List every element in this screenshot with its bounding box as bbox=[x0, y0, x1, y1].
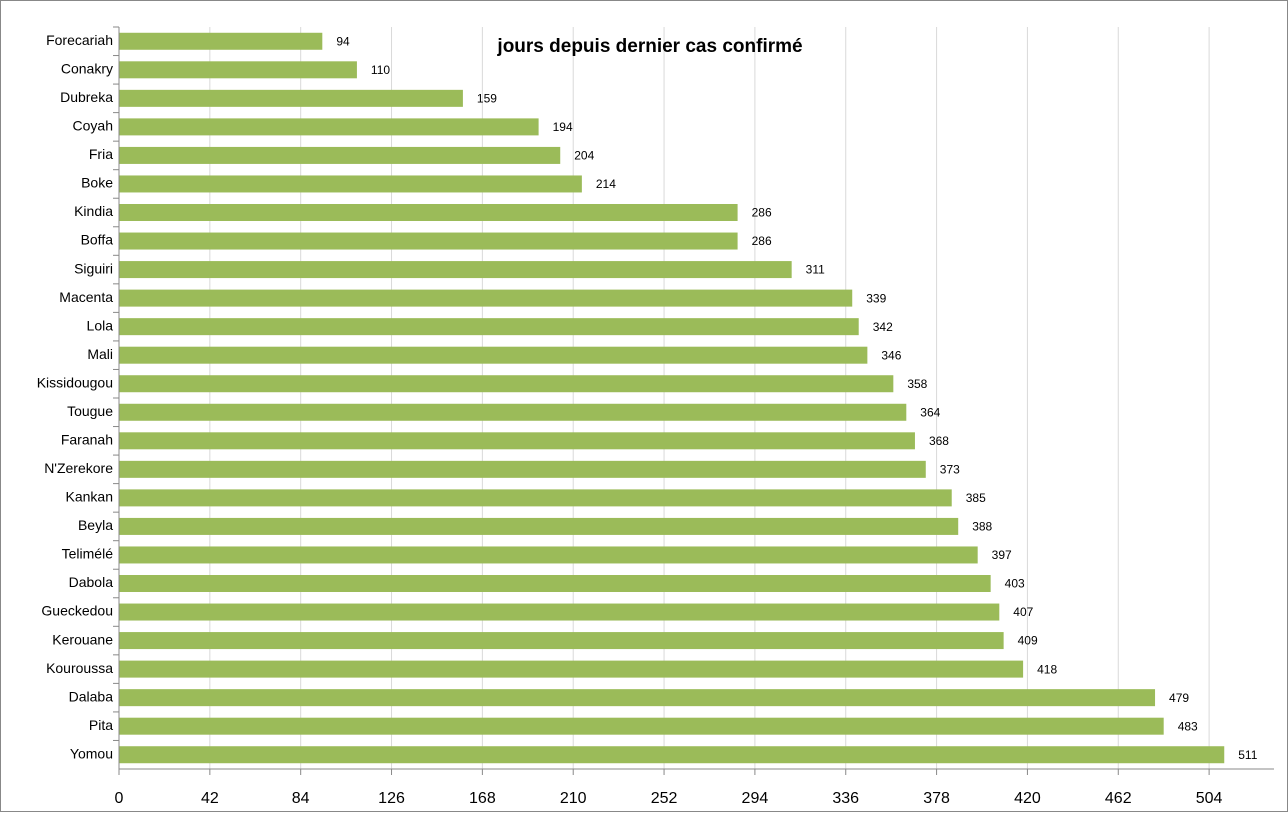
x-tick-label: 252 bbox=[651, 790, 678, 807]
y-tick-label: Conakry bbox=[61, 61, 113, 77]
y-tick-label: Dubreka bbox=[60, 89, 113, 105]
value-label: 418 bbox=[1037, 662, 1057, 676]
bar bbox=[119, 61, 357, 79]
y-tick-label: Macenta bbox=[59, 289, 113, 305]
y-tick-label: Siguiri bbox=[74, 260, 113, 276]
value-label: 403 bbox=[1005, 577, 1025, 591]
y-tick-label: Kissidougou bbox=[37, 374, 113, 390]
value-label: 407 bbox=[1013, 605, 1033, 619]
y-tick-label: Tougue bbox=[67, 403, 113, 419]
y-tick-label: Kindia bbox=[74, 203, 113, 219]
y-tick-label: Mali bbox=[87, 346, 113, 362]
y-tick-label: Fria bbox=[89, 146, 113, 162]
value-label: 110 bbox=[371, 63, 390, 77]
x-tick-label: 42 bbox=[201, 790, 219, 807]
bar bbox=[119, 261, 792, 279]
value-label: 511 bbox=[1238, 748, 1257, 762]
bar bbox=[119, 146, 561, 164]
y-tick-label: Dalaba bbox=[69, 688, 114, 704]
value-label: 286 bbox=[752, 206, 772, 220]
value-label: 311 bbox=[806, 263, 825, 277]
x-tick-label: 0 bbox=[115, 790, 124, 807]
value-label: 286 bbox=[752, 234, 772, 248]
x-tick-label: 294 bbox=[742, 790, 769, 807]
x-tick-label: 336 bbox=[832, 790, 859, 807]
bar bbox=[119, 204, 738, 221]
y-tick-label: Forecariah bbox=[46, 32, 113, 48]
x-tick-label: 462 bbox=[1105, 790, 1132, 807]
value-label: 194 bbox=[553, 120, 573, 134]
value-label: 373 bbox=[940, 463, 960, 477]
x-tick-label: 504 bbox=[1196, 790, 1223, 807]
y-tick-label: Boffa bbox=[81, 232, 114, 248]
chart-title: jours depuis dernier cas confirmé bbox=[496, 36, 802, 57]
bar bbox=[119, 318, 859, 336]
bar bbox=[119, 746, 1225, 764]
y-tick-label: Gueckedou bbox=[41, 603, 113, 619]
value-label: 483 bbox=[1178, 719, 1198, 733]
value-label: 214 bbox=[596, 177, 616, 191]
y-tick-label: Kankan bbox=[66, 489, 113, 505]
bar bbox=[119, 346, 868, 364]
bar bbox=[119, 432, 915, 450]
value-label: 204 bbox=[574, 149, 594, 163]
value-label: 339 bbox=[866, 291, 886, 305]
value-label: 388 bbox=[972, 520, 992, 534]
bars bbox=[119, 32, 1225, 764]
y-tick-label: Faranah bbox=[61, 432, 113, 448]
x-tick-label: 378 bbox=[923, 790, 950, 807]
bar bbox=[119, 32, 323, 50]
x-tick-label: 168 bbox=[469, 790, 496, 807]
value-label: 358 bbox=[907, 377, 927, 391]
y-tick-label: Coyah bbox=[73, 118, 113, 134]
x-tick-label: 126 bbox=[378, 790, 405, 807]
value-label: 94 bbox=[336, 34, 350, 48]
bar bbox=[119, 489, 952, 507]
value-label: 479 bbox=[1169, 691, 1189, 705]
bar bbox=[119, 89, 463, 107]
y-tick-label: Lola bbox=[87, 317, 114, 333]
bar bbox=[119, 517, 959, 535]
y-tick-label: Beyla bbox=[78, 517, 113, 533]
y-tick-label: Yomou bbox=[70, 745, 113, 761]
value-label: 397 bbox=[992, 548, 1012, 562]
value-label: 159 bbox=[477, 92, 497, 106]
bar bbox=[119, 689, 1156, 707]
value-label: 346 bbox=[881, 348, 901, 362]
bar bbox=[119, 232, 738, 250]
bar bbox=[119, 546, 978, 564]
bar bbox=[119, 603, 1000, 621]
y-tick-label: Boke bbox=[81, 175, 113, 191]
bar bbox=[119, 118, 539, 136]
bar bbox=[119, 403, 907, 421]
x-tick-label: 420 bbox=[1014, 790, 1041, 807]
y-tick-label: N'Zerekore bbox=[44, 460, 113, 476]
y-tick-label: Dabola bbox=[69, 574, 114, 590]
y-tick-label: Kouroussa bbox=[46, 660, 113, 676]
bar bbox=[119, 375, 894, 393]
bar bbox=[119, 575, 991, 592]
bar bbox=[119, 660, 1024, 678]
y-tick-label: Kerouane bbox=[52, 631, 113, 647]
x-tick-label: 210 bbox=[560, 790, 587, 807]
bar bbox=[119, 175, 582, 193]
bar bbox=[119, 632, 1004, 650]
y-tick-label: Telimélé bbox=[62, 546, 114, 562]
bar bbox=[119, 289, 853, 307]
bar bbox=[119, 717, 1164, 735]
value-label: 409 bbox=[1018, 634, 1038, 648]
value-label: 368 bbox=[929, 434, 949, 448]
value-label: 385 bbox=[966, 491, 986, 505]
value-label: 342 bbox=[873, 320, 893, 334]
value-label: 364 bbox=[920, 405, 940, 419]
x-tick-label: 84 bbox=[292, 790, 310, 807]
y-tick-label: Pita bbox=[89, 717, 113, 733]
bar bbox=[119, 460, 926, 478]
